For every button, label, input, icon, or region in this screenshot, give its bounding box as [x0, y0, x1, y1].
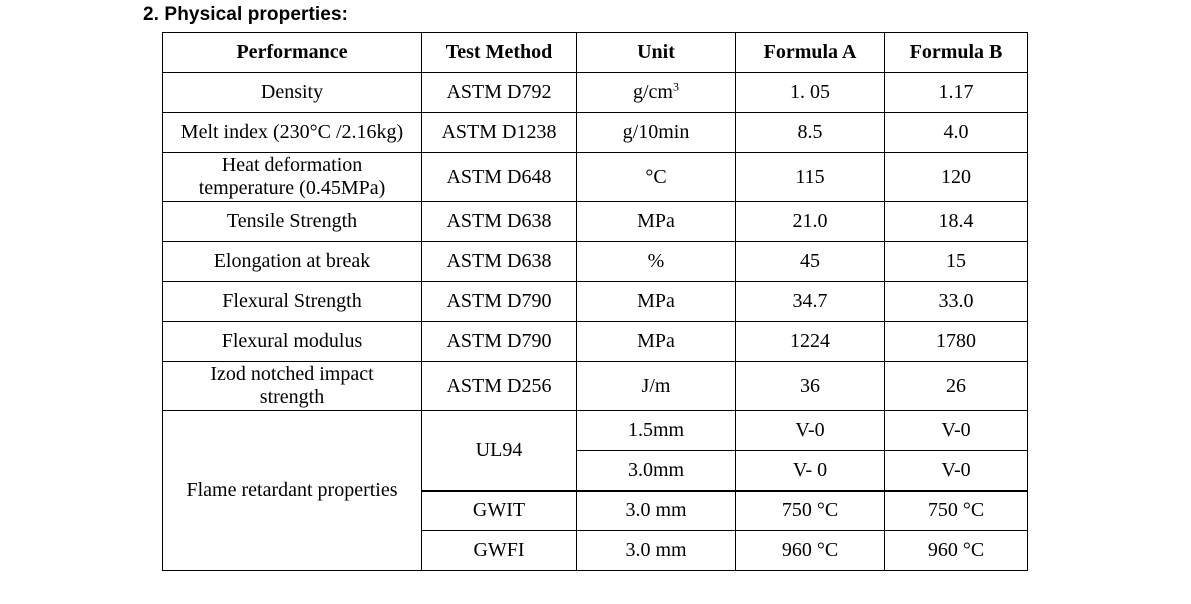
- cell-unit: 1.5mm: [576, 410, 736, 451]
- table-row: Heat deformation temperature (0.45MPa) AS…: [162, 152, 1028, 202]
- cell-method-ul94: UL94: [421, 410, 577, 491]
- table-row: Flexural Strength ASTM D790 MPa 34.7 33.…: [162, 281, 1028, 322]
- table-row: Density ASTM D792 g/cm3 1. 05 1.17: [162, 72, 1028, 113]
- unit-superscript: 3: [673, 79, 679, 94]
- cell-formula-b: 1780: [884, 321, 1028, 362]
- cell-formula-a: 115: [735, 152, 885, 202]
- header-formula-a: Formula A: [735, 32, 885, 73]
- cell-flame-performance: Flame retardant properties: [162, 410, 422, 571]
- performance-line-2: temperature (0.45MPa): [198, 177, 386, 199]
- cell-method: ASTM D792: [421, 72, 577, 113]
- cell-formula-a: 45: [735, 241, 885, 282]
- header-row: Performance Test Method Unit Formula A F…: [162, 32, 1028, 73]
- cell-formula-a: 1. 05: [735, 72, 885, 113]
- cell-formula-b: 15: [884, 241, 1028, 282]
- cell-formula-a: 960 °C: [735, 530, 885, 571]
- cell-formula-b: 18.4: [884, 201, 1028, 242]
- cell-formula-b: 960 °C: [884, 530, 1028, 571]
- section-heading: 2. Physical properties:: [143, 4, 349, 25]
- cell-method: ASTM D790: [421, 321, 577, 362]
- cell-method-gwfi: GWFI: [421, 530, 577, 571]
- table-row: Tensile Strength ASTM D638 MPa 21.0 18.4: [162, 201, 1028, 242]
- cell-formula-a: 21.0: [735, 201, 885, 242]
- cell-unit: g/cm3: [576, 72, 736, 113]
- cell-performance: Flexural Strength: [162, 281, 422, 322]
- cell-formula-a: 34.7: [735, 281, 885, 322]
- cell-formula-b: V-0: [884, 450, 1028, 491]
- cell-formula-b: 750 °C: [884, 489, 1028, 531]
- cell-formula-b: V-0: [884, 410, 1028, 451]
- unit-text: g/cm: [633, 81, 673, 103]
- cell-method: ASTM D256: [421, 361, 577, 411]
- cell-performance: Izod notched impact strength: [162, 361, 422, 411]
- header-formula-b: Formula B: [884, 32, 1028, 73]
- cell-formula-b: 33.0: [884, 281, 1028, 322]
- cell-unit: 3.0mm: [576, 450, 736, 491]
- cell-method: ASTM D790: [421, 281, 577, 322]
- performance-line-2: strength: [259, 386, 325, 408]
- table-row-flame-gwit: GWIT 3.0 mm 750 °C 750 °C: [163, 489, 1028, 531]
- table-row: Flexural modulus ASTM D790 MPa 1224 1780: [162, 321, 1028, 362]
- cell-unit: 3.0 mm: [576, 530, 736, 571]
- table-row-flame-ul94-1: Flame retardant properties UL94 1.5mm V-…: [162, 410, 1028, 571]
- header-unit: Unit: [576, 32, 736, 73]
- performance-line-1: Heat deformation: [221, 154, 363, 176]
- table-row: Elongation at break ASTM D638 % 45 15: [162, 241, 1028, 282]
- cell-formula-a: 8.5: [735, 112, 885, 153]
- cell-formula-b: 120: [884, 152, 1028, 202]
- cell-formula-a: V-0: [735, 410, 885, 451]
- cell-performance: Tensile Strength: [162, 201, 422, 242]
- cell-unit: 3.0 mm: [576, 489, 736, 531]
- cell-method-gwit: GWIT: [421, 489, 577, 531]
- table-row-flame-ul94-2: 3.0mm V- 0 V-0: [163, 450, 1028, 491]
- cell-unit: g/10min: [576, 112, 736, 153]
- cell-formula-a: V- 0: [735, 450, 885, 491]
- header-performance: Performance: [162, 32, 422, 73]
- cell-method: ASTM D638: [421, 201, 577, 242]
- cell-unit: MPa: [576, 201, 736, 242]
- cell-formula-b: 4.0: [884, 112, 1028, 153]
- cell-performance: Density: [162, 72, 422, 113]
- table-row: Melt index (230°C /2.16kg) ASTM D1238 g/…: [162, 112, 1028, 153]
- cell-unit: °C: [576, 152, 736, 202]
- table-row: Izod notched impact strength ASTM D256 J/…: [162, 361, 1028, 411]
- cell-performance: Heat deformation temperature (0.45MPa): [162, 152, 422, 202]
- cell-method: ASTM D648: [421, 152, 577, 202]
- header-test-method: Test Method: [421, 32, 577, 73]
- performance-line-1: Izod notched impact: [210, 363, 374, 385]
- cell-formula-a: 750 °C: [735, 489, 885, 531]
- cell-unit: %: [576, 241, 736, 282]
- physical-properties-table: Performance Test Method Unit Formula A F…: [162, 32, 1028, 571]
- cell-formula-b: 26: [884, 361, 1028, 411]
- cell-method: ASTM D638: [421, 241, 577, 282]
- cell-unit: J/m: [576, 361, 736, 411]
- cell-performance: Melt index (230°C /2.16kg): [162, 112, 422, 153]
- table-row-flame-gwfi: GWFI 3.0 mm 960 °C 960 °C: [163, 530, 1028, 571]
- cell-unit: MPa: [576, 281, 736, 322]
- cell-performance: Elongation at break: [162, 241, 422, 282]
- cell-unit: MPa: [576, 321, 736, 362]
- cell-method: ASTM D1238: [421, 112, 577, 153]
- cell-formula-b: 1.17: [884, 72, 1028, 113]
- cell-formula-a: 1224: [735, 321, 885, 362]
- cell-formula-a: 36: [735, 361, 885, 411]
- cell-performance: Flexural modulus: [162, 321, 422, 362]
